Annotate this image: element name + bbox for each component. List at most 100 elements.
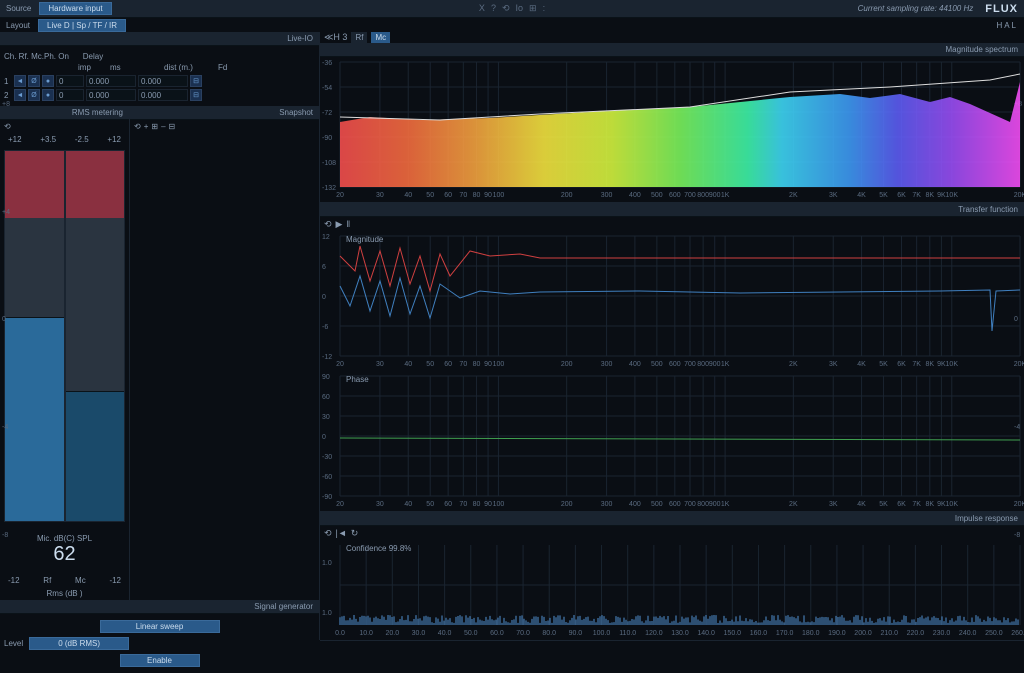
snapshot-icon[interactable]: ‒	[161, 122, 165, 131]
svg-text:90: 90	[484, 192, 492, 199]
enable-button[interactable]: Enable	[120, 654, 200, 667]
svg-text:10K: 10K	[946, 501, 959, 508]
ir-icon[interactable]: ⟲	[324, 528, 332, 539]
svg-text:300: 300	[601, 192, 613, 199]
svg-text:1.0: 1.0	[322, 610, 332, 617]
level-button[interactable]: 0 (dB RMS)	[29, 637, 129, 650]
snapshot-area	[130, 133, 319, 600]
svg-text:80: 80	[473, 501, 481, 508]
layout-tabs-button[interactable]: Live D | Sp / TF / IR	[38, 19, 126, 32]
svg-text:1K: 1K	[721, 361, 730, 368]
svg-text:500: 500	[651, 361, 663, 368]
svg-text:-54: -54	[322, 85, 332, 92]
dist-input[interactable]	[138, 89, 188, 101]
on-icon[interactable]: ●	[42, 89, 54, 101]
tf-icon[interactable]: ⟲	[324, 219, 332, 230]
hardware-input-button[interactable]: Hardware input	[39, 2, 111, 15]
svg-text:4K: 4K	[857, 501, 866, 508]
svg-text:200: 200	[561, 192, 573, 199]
liveio-header: Live-IO	[0, 32, 319, 46]
svg-text:500: 500	[651, 192, 663, 199]
spectrum-chart: -36-54-72-90-108-132 2030405060708090100…	[320, 57, 1024, 202]
svg-text:5K: 5K	[879, 501, 888, 508]
impulse-panel: Impulse response ⟲ |◄ ↻ Confidence 99.8%…	[320, 512, 1024, 641]
top-icon[interactable]: ?	[491, 3, 496, 14]
svg-text:8K: 8K	[926, 361, 935, 368]
phase-chart: 9060300-30-60-90 20304050607080901002003…	[320, 371, 1024, 511]
svg-text:250.0: 250.0	[985, 630, 1003, 637]
svg-text:90: 90	[484, 501, 492, 508]
svg-text:900: 900	[709, 501, 721, 508]
top-icon[interactable]: Io	[516, 3, 524, 14]
svg-text:30: 30	[376, 192, 384, 199]
svg-text:2K: 2K	[789, 192, 798, 199]
snapshot-icon[interactable]: ⊞	[151, 122, 158, 131]
rms-meters: +8+40-4-8 +8+40-4-8	[0, 146, 129, 526]
sweep-button[interactable]: Linear sweep	[100, 620, 220, 633]
svg-text:4K: 4K	[857, 192, 866, 199]
siggen-header: Signal generator	[0, 600, 319, 614]
snapshot-header: Snapshot	[130, 106, 319, 120]
svg-text:-60: -60	[322, 474, 332, 481]
svg-text:190.0: 190.0	[828, 630, 846, 637]
snapshot-icon[interactable]: +	[144, 122, 149, 131]
ms-input[interactable]	[86, 75, 136, 87]
svg-text:2K: 2K	[789, 361, 798, 368]
svg-text:0: 0	[322, 294, 326, 301]
phase-icon[interactable]: Ø	[28, 89, 40, 101]
top-icon[interactable]: X	[479, 3, 485, 14]
svg-text:-6: -6	[322, 324, 328, 331]
svg-text:400: 400	[629, 361, 641, 368]
sample-rate-label: Current sampling rate: 44100 Hz	[858, 4, 974, 13]
svg-text:5K: 5K	[879, 192, 888, 199]
tf-icon[interactable]: ▶	[336, 219, 343, 230]
svg-text:20: 20	[336, 501, 344, 508]
ir-icon[interactable]: ↻	[351, 528, 359, 539]
svg-text:1K: 1K	[721, 501, 730, 508]
svg-text:4K: 4K	[857, 361, 866, 368]
svg-text:50: 50	[426, 361, 434, 368]
svg-text:6K: 6K	[897, 361, 906, 368]
tab-mc[interactable]: Mc	[371, 32, 390, 43]
top-icon[interactable]: ⊞	[529, 3, 537, 14]
snapshot-icon[interactable]: ⊟	[169, 122, 176, 131]
tab-rf[interactable]: Rf	[351, 32, 367, 43]
svg-text:6: 6	[322, 264, 326, 271]
on-icon[interactable]: ●	[42, 75, 54, 87]
svg-text:100: 100	[493, 501, 505, 508]
svg-text:20K: 20K	[1014, 361, 1024, 368]
speaker-icon[interactable]: ◄	[14, 89, 26, 101]
svg-text:3K: 3K	[829, 192, 838, 199]
siggen-panel: Linear sweep Level 0 (dB RMS) Enable	[0, 614, 319, 673]
svg-text:-108: -108	[322, 160, 336, 167]
fd-icon[interactable]: ⊟	[190, 89, 202, 101]
fd-icon[interactable]: ⊟	[190, 75, 202, 87]
snapshot-icon[interactable]: ⟲	[134, 122, 141, 131]
liveio-row: 1 ◄ Ø ● ⊟	[4, 74, 315, 88]
ms-input[interactable]	[86, 89, 136, 101]
tf-icon[interactable]: ‖	[346, 219, 350, 229]
svg-text:-12: -12	[322, 354, 332, 361]
phase-icon[interactable]: Ø	[28, 75, 40, 87]
svg-text:12: 12	[322, 234, 330, 241]
svg-text:220.0: 220.0	[907, 630, 925, 637]
dist-input[interactable]	[138, 75, 188, 87]
imp-input[interactable]	[56, 75, 84, 87]
speaker-icon[interactable]: ◄	[14, 75, 26, 87]
svg-text:40.0: 40.0	[438, 630, 452, 637]
spectrum-title: Magnitude spectrum	[320, 43, 1024, 57]
rms-toolbar-icon[interactable]: ⟲	[4, 122, 11, 131]
svg-text:-132: -132	[322, 185, 336, 192]
source-label: Source	[6, 4, 31, 13]
imp-input[interactable]	[56, 89, 84, 101]
svg-text:90.0: 90.0	[569, 630, 583, 637]
svg-text:-72: -72	[322, 110, 332, 117]
svg-text:200: 200	[561, 361, 573, 368]
toolbar-text: ≪H 3	[324, 32, 347, 43]
logo: FLUX	[985, 3, 1018, 15]
svg-text:40: 40	[404, 361, 412, 368]
spl-value: 62	[8, 543, 121, 566]
ir-icon[interactable]: |◄	[336, 528, 347, 538]
top-icon[interactable]: :	[543, 3, 546, 14]
top-icon[interactable]: ⟲	[502, 3, 510, 14]
